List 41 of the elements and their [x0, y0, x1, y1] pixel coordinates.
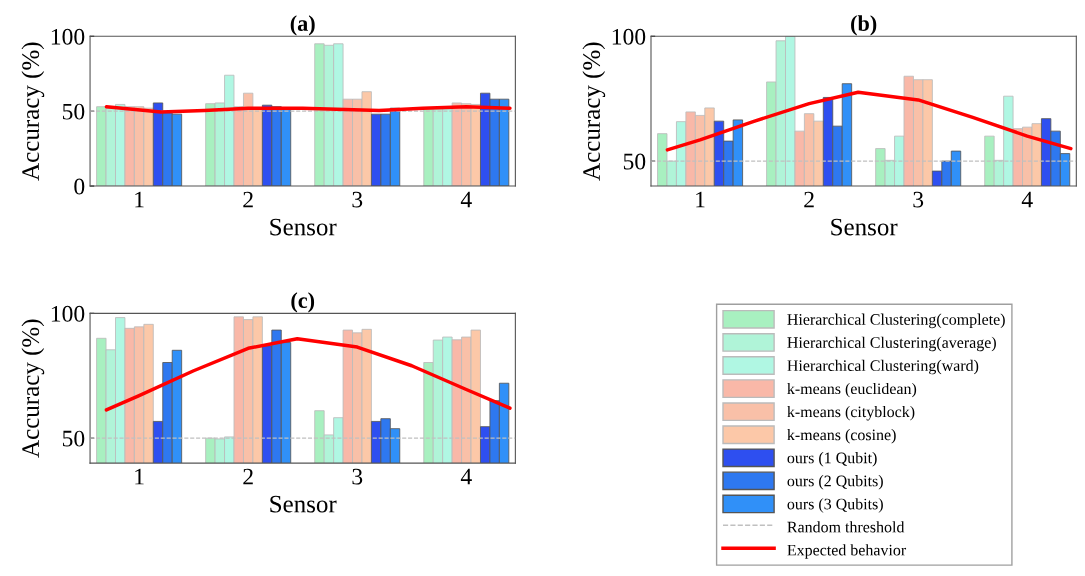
y-axis-title: Accuracy (%): [582, 42, 606, 181]
x-tick-label: 4: [460, 468, 472, 485]
line-series: [104, 337, 512, 412]
legend-label: Expected behavior: [787, 544, 907, 559]
y-tick-label: 100: [51, 28, 85, 45]
line-series: [665, 90, 1073, 152]
x-tick-label: 2: [243, 191, 253, 208]
x-tick-label: 4: [460, 191, 472, 208]
legend-label: ours (3 Qubits): [787, 498, 883, 513]
legend-label: k-means (cosine): [787, 429, 896, 444]
x-tick-label: 3: [913, 191, 924, 208]
legend-label: ours (2 Qubits): [787, 475, 883, 490]
legend-label: Hierarchical Clustering(ward): [787, 359, 979, 375]
x-tick-label: 1: [135, 468, 144, 485]
y-axis-title: Accuracy (%): [21, 42, 45, 181]
x-tick-label: 4: [1021, 191, 1033, 208]
chart-title: (b): [851, 15, 877, 36]
x-axis-title: Sensor: [270, 218, 337, 236]
y-tick-label: 50: [62, 430, 85, 447]
y-tick-label: 50: [62, 103, 85, 120]
x-tick-label: 1: [696, 191, 705, 208]
y-tick-label: 0: [74, 178, 85, 195]
legend-label: Hierarchical Clustering(average): [787, 336, 996, 352]
legend-label: k-means (cityblock): [787, 405, 915, 421]
x-tick-label: 2: [804, 191, 814, 208]
legend-label: Hierarchical Clustering(complete): [787, 313, 1005, 329]
legend-label: ours (1 Qubit): [787, 452, 877, 467]
x-tick-label: 1: [135, 191, 144, 208]
x-axis-title: Sensor: [270, 495, 337, 513]
x-axis-title: Sensor: [831, 218, 898, 236]
chart-title: (a): [290, 15, 315, 36]
chart-title: (c): [291, 292, 315, 313]
y-tick-label: 100: [51, 305, 85, 322]
legend-label: k-means (euclidean): [787, 382, 917, 398]
y-tick-label: 100: [612, 28, 646, 45]
y-tick-label: 50: [623, 153, 646, 170]
x-tick-label: 2: [243, 468, 253, 485]
x-tick-label: 3: [352, 191, 363, 208]
x-tick-label: 3: [352, 468, 363, 485]
y-axis-title: Accuracy (%): [21, 319, 45, 458]
legend-label: Random threshold: [787, 521, 905, 533]
